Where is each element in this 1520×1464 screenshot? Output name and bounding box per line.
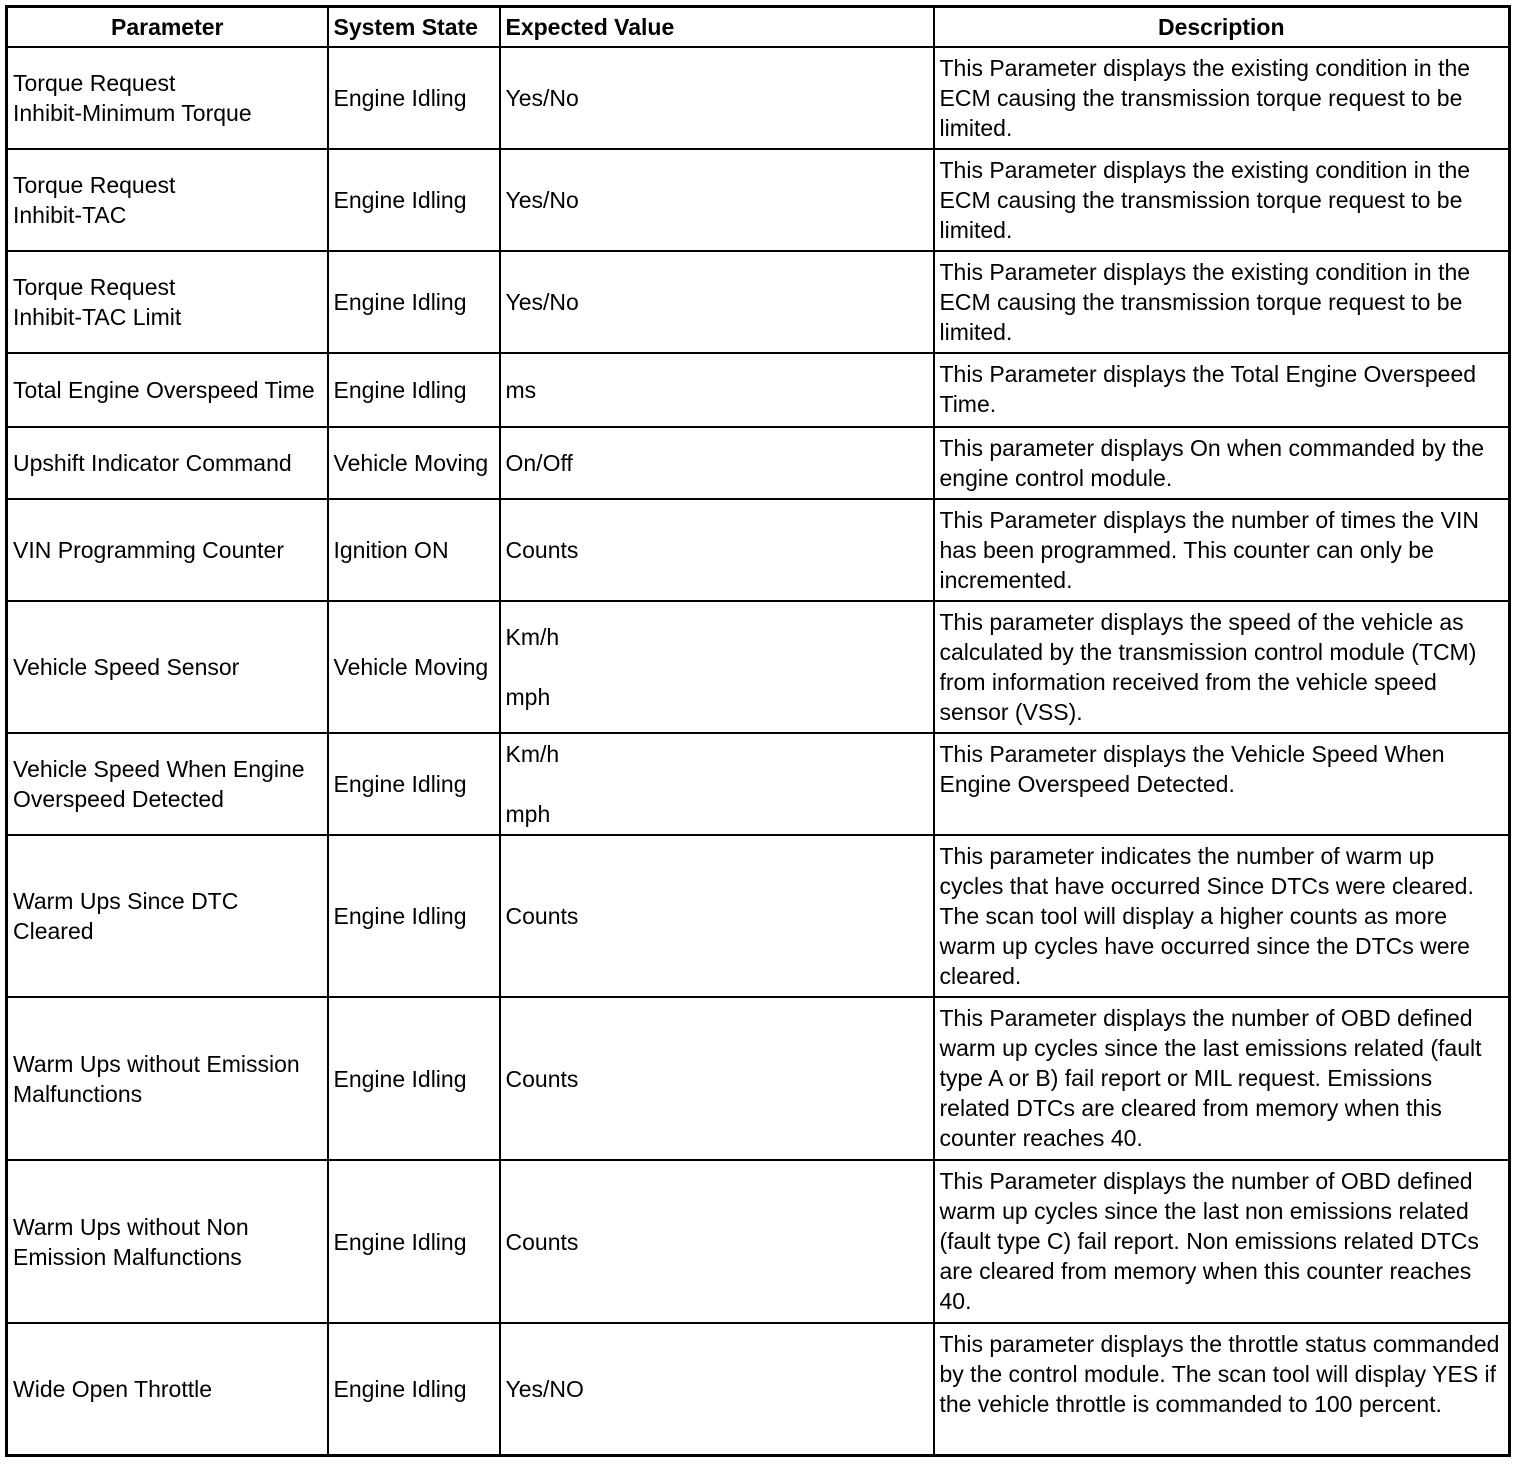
expected-value-cell: Km/h mph	[498, 600, 935, 734]
description-cell: This Parameter displays the Total Engine…	[932, 352, 1511, 428]
parameter-cell: Total Engine Overspeed Time	[5, 352, 329, 428]
parameter-cell: Torque Request Inhibit-TAC Limit	[5, 250, 329, 354]
description-cell: This parameter displays the speed of the…	[932, 600, 1511, 734]
expected-value-cell: Yes/NO	[498, 1322, 935, 1456]
description-cell: This Parameter displays the existing con…	[932, 148, 1511, 252]
header-parameter: Parameter	[5, 5, 329, 48]
description-cell: This Parameter displays the number of OB…	[932, 996, 1511, 1161]
table-row: Wide Open Throttle Engine Idling Yes/NO Thi…	[5, 1322, 1511, 1456]
expected-value-cell: Counts	[498, 498, 935, 602]
system-state-cell: Vehicle Moving	[326, 600, 501, 734]
expected-value-cell: Counts	[498, 996, 935, 1161]
table-row: Warm Ups without Non Emission Malfunctio…	[5, 1159, 1511, 1324]
table-row: Warm Ups without Emission Malfunctions En…	[5, 996, 1511, 1161]
description-cell: This Parameter displays the number of OB…	[932, 1159, 1511, 1324]
parameter-cell: Warm Ups Since DTC Cleared	[5, 834, 329, 998]
expected-value-cell: On/Off	[498, 426, 935, 500]
table-row: VIN Programming Counter Ignition ON Counts…	[5, 498, 1511, 602]
system-state-cell: Engine Idling	[326, 732, 501, 836]
table-row: Torque Request Inhibit-TAC Engine Idling Y…	[5, 148, 1511, 252]
expected-value-cell: Yes/No	[498, 148, 935, 252]
parameter-cell: Vehicle Speed When Engine Overspeed Dete…	[5, 732, 329, 836]
system-state-cell: Engine Idling	[326, 250, 501, 354]
parameter-cell: Vehicle Speed Sensor	[5, 600, 329, 734]
expected-value-cell: Km/h mph	[498, 732, 935, 836]
description-cell: This Parameter displays the existing con…	[932, 250, 1511, 354]
system-state-cell: Engine Idling	[326, 352, 501, 428]
parameter-cell: Warm Ups without Non Emission Malfunctio…	[5, 1159, 329, 1324]
parameter-cell: Warm Ups without Emission Malfunctions	[5, 996, 329, 1161]
description-cell: This parameter displays the throttle sta…	[932, 1322, 1511, 1456]
header-expected-value: Expected Value	[498, 5, 935, 48]
description-cell: This Parameter displays the Vehicle Spee…	[932, 732, 1511, 836]
header-description: Description	[932, 5, 1511, 48]
table-row: Total Engine Overspeed Time Engine Idling…	[5, 352, 1511, 428]
description-cell: This Parameter displays the existing con…	[932, 46, 1511, 150]
expected-value-cell: Yes/No	[498, 46, 935, 150]
expected-value-cell: ms	[498, 352, 935, 428]
parameter-cell: Torque Request Inhibit-Minimum Torque	[5, 46, 329, 150]
table-row: Torque Request Inhibit-Minimum Torque Eng…	[5, 46, 1511, 150]
parameter-cell: VIN Programming Counter	[5, 498, 329, 602]
expected-value-cell: Counts	[498, 834, 935, 998]
expected-value-cell: Counts	[498, 1159, 935, 1324]
expected-value-cell: Yes/No	[498, 250, 935, 354]
system-state-cell: Ignition ON	[326, 498, 501, 602]
parameter-cell: Upshift Indicator Command	[5, 426, 329, 500]
system-state-cell: Vehicle Moving	[326, 426, 501, 500]
table-row: Warm Ups Since DTC Cleared Engine Idling C…	[5, 834, 1511, 998]
system-state-cell: Engine Idling	[326, 834, 501, 998]
parameter-table: Parameter System State Expected Value De…	[5, 5, 1511, 1457]
system-state-cell: Engine Idling	[326, 996, 501, 1161]
system-state-cell: Engine Idling	[326, 1159, 501, 1324]
header-row: Parameter System State Expected Value De…	[5, 5, 1511, 48]
parameter-cell: Wide Open Throttle	[5, 1322, 329, 1456]
system-state-cell: Engine Idling	[326, 1322, 501, 1456]
system-state-cell: Engine Idling	[326, 46, 501, 150]
table-row: Upshift Indicator Command Vehicle Moving O…	[5, 426, 1511, 500]
table-row: Vehicle Speed Sensor Vehicle Moving Km/h m…	[5, 600, 1511, 734]
table-row: Vehicle Speed When Engine Overspeed Dete…	[5, 732, 1511, 836]
description-cell: This Parameter displays the number of ti…	[932, 498, 1511, 602]
system-state-cell: Engine Idling	[326, 148, 501, 252]
header-system-state: System State	[326, 5, 501, 48]
description-cell: This parameter displays On when commande…	[932, 426, 1511, 500]
parameter-cell: Torque Request Inhibit-TAC	[5, 148, 329, 252]
description-cell: This parameter indicates the number of w…	[932, 834, 1511, 998]
table-row: Torque Request Inhibit-TAC Limit Engine I…	[5, 250, 1511, 354]
